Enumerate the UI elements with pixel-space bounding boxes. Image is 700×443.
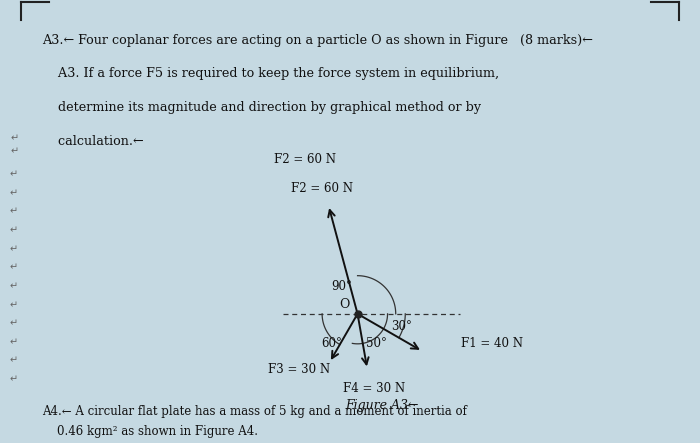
Text: 30°: 30° [391, 319, 412, 333]
Text: ↵: ↵ [10, 207, 18, 217]
Text: A3.← Four coplanar forces are acting on a particle O as shown in Figure   (8 mar: A3.← Four coplanar forces are acting on … [42, 34, 593, 47]
Text: ↵: ↵ [10, 147, 19, 156]
Text: 90°: 90° [331, 280, 351, 293]
Text: Figure A3←: Figure A3← [345, 399, 419, 412]
Text: O: O [339, 298, 349, 311]
Text: A4.← A circular flat plate has a mass of 5 kg and a moment of inertia of: A4.← A circular flat plate has a mass of… [42, 405, 467, 418]
Text: 60°: 60° [321, 337, 342, 350]
Text: ↵: ↵ [10, 374, 18, 384]
Text: 50°: 50° [366, 337, 387, 350]
Text: A3. If a force F5 is required to keep the force system in equilibrium,: A3. If a force F5 is required to keep th… [42, 67, 499, 80]
Text: F3 = 30 N: F3 = 30 N [268, 363, 330, 376]
Text: F2 = 60 N: F2 = 60 N [274, 153, 336, 166]
Text: ↵: ↵ [10, 356, 18, 365]
Text: ↵: ↵ [10, 319, 18, 328]
Text: ↵: ↵ [10, 244, 18, 254]
Text: ↵: ↵ [10, 281, 18, 291]
Text: ↵: ↵ [10, 188, 18, 198]
Text: determine its magnitude and direction by graphical method or by: determine its magnitude and direction by… [42, 101, 481, 114]
Text: F1 = 40 N: F1 = 40 N [461, 337, 523, 350]
Text: ↵: ↵ [10, 225, 18, 235]
Text: ↵: ↵ [10, 263, 18, 272]
Text: calculation.←: calculation.← [42, 135, 144, 148]
Text: ↵: ↵ [10, 133, 19, 143]
Text: 0.46 kgm² as shown in Figure A4.: 0.46 kgm² as shown in Figure A4. [42, 425, 258, 438]
Text: F4 = 30 N: F4 = 30 N [343, 382, 405, 395]
Text: ↵: ↵ [10, 337, 18, 347]
Text: ↵: ↵ [10, 300, 18, 310]
Text: F2 = 60 N: F2 = 60 N [290, 183, 353, 195]
Text: ↵: ↵ [10, 170, 18, 179]
